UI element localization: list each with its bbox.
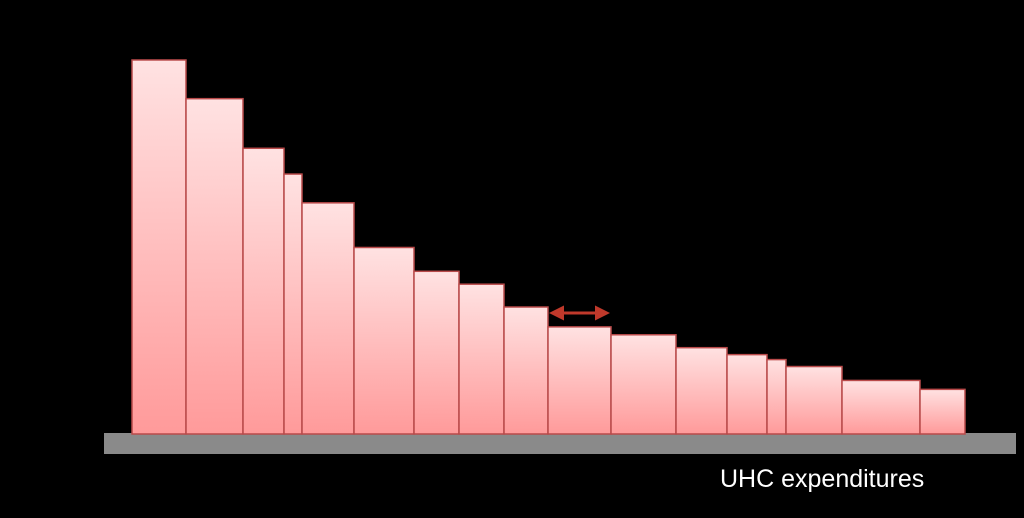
- bar-11: [610, 334, 677, 435]
- bar-10: [547, 326, 612, 435]
- bar-15: [785, 365, 843, 435]
- baseline-axis: [104, 433, 1016, 454]
- bar-16: [841, 379, 921, 435]
- bar-2: [185, 97, 244, 435]
- bar-3: [242, 147, 285, 435]
- bar-4: [283, 173, 303, 435]
- bar-13: [726, 353, 768, 435]
- bar-17: [919, 388, 966, 435]
- bar-6: [353, 246, 415, 435]
- bar-8: [458, 283, 505, 435]
- bar-1: [131, 59, 187, 435]
- bar-7: [413, 270, 460, 435]
- bar-12: [675, 346, 728, 435]
- bar-9: [503, 306, 549, 435]
- bar-5: [301, 202, 355, 435]
- bar-14: [766, 358, 787, 435]
- x-axis-label: UHC expenditures: [720, 465, 924, 493]
- bars-group: [131, 59, 966, 435]
